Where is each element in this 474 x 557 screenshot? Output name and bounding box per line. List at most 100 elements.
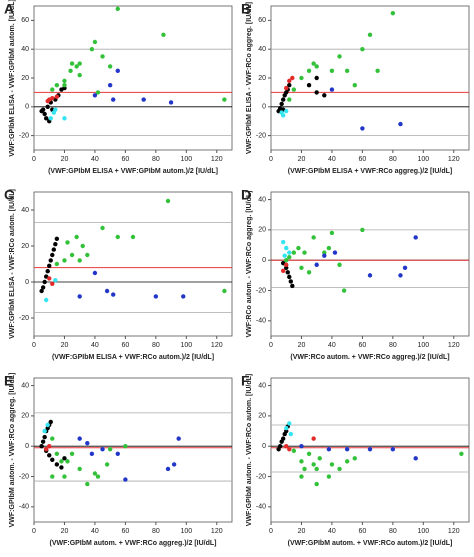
x-tick-label: 0 (32, 342, 36, 349)
point (329, 462, 335, 467)
x-axis-label: (VWF:GPIbM autom. + VWF:RCo autom.)/2 [I… (288, 540, 453, 547)
point (89, 451, 95, 456)
point (50, 252, 55, 258)
point (296, 245, 301, 251)
point (53, 107, 58, 112)
point (92, 471, 98, 476)
point (62, 78, 67, 84)
point (123, 444, 128, 449)
x-axis-label: (VWF:RCo autom. + VWF:RCo aggreg.)/2 [IU… (290, 354, 449, 361)
point (165, 466, 171, 472)
point (280, 268, 286, 274)
x-tick-label: 120 (448, 342, 460, 349)
x-tick-label: 120 (211, 156, 223, 163)
point (92, 270, 98, 276)
point (311, 235, 316, 240)
x-tick-label: 40 (328, 156, 336, 163)
point (59, 465, 64, 470)
y-tick-label: 0 (25, 443, 29, 450)
point (69, 61, 75, 66)
point (402, 265, 408, 270)
point (62, 456, 67, 461)
x-tick-label: 0 (269, 528, 273, 535)
point (181, 294, 186, 299)
x-tick-label: 40 (328, 342, 336, 349)
point (284, 108, 289, 114)
y-axis-label: VWF:GPIbM ELISA - VWF:RCo aggreg. [IU/dL… (246, 2, 253, 154)
point (42, 111, 47, 117)
x-tick-label: 60 (121, 342, 129, 349)
point (39, 444, 44, 449)
y-tick-label: -20 (19, 473, 29, 480)
y-tick-label: 20 (21, 413, 29, 420)
point (59, 459, 64, 464)
point (299, 444, 304, 449)
point (69, 451, 75, 456)
point (341, 288, 347, 293)
y-tick-label: 20 (258, 75, 266, 82)
point (306, 270, 312, 275)
point (322, 253, 327, 258)
x-tick-label: 120 (448, 156, 460, 163)
plot-frame (33, 377, 233, 523)
point (299, 75, 304, 81)
plot-frame (270, 191, 470, 337)
point (287, 97, 292, 102)
point (77, 294, 82, 299)
point (65, 459, 70, 464)
x-tick-label: 60 (121, 528, 129, 535)
point (314, 262, 319, 267)
point (279, 110, 284, 115)
point (47, 453, 52, 458)
panel: C 0 20 40 60 80 100 120 -20 0 20 40 (VWF:GPIbM ELISA… (4, 187, 233, 361)
point (62, 258, 67, 263)
point (111, 292, 116, 297)
point (111, 97, 116, 102)
point (299, 474, 304, 479)
plot-frame (33, 5, 233, 151)
point (302, 250, 307, 255)
panel: F 0 20 40 60 80 100 120 -40 -20 0 20 40 (VWF:GPIbM au… (241, 373, 470, 547)
y-tick-label: 0 (25, 279, 29, 286)
point (314, 481, 319, 487)
point (45, 98, 50, 104)
point (50, 87, 55, 92)
point (287, 421, 292, 426)
x-tick-label: 80 (389, 342, 397, 349)
point (284, 85, 289, 91)
x-tick-label: 100 (417, 342, 429, 349)
point (42, 279, 47, 285)
point (299, 459, 304, 464)
plot-frame (33, 191, 233, 337)
point (68, 68, 73, 74)
x-tick-label: 0 (32, 528, 36, 535)
y-tick-label: 60 (258, 17, 266, 24)
point (107, 447, 113, 452)
x-tick-label: 0 (269, 156, 273, 163)
point (329, 230, 335, 236)
point (45, 269, 50, 274)
point (322, 93, 327, 98)
point (367, 447, 373, 452)
point (43, 447, 49, 452)
point (54, 236, 60, 241)
point (288, 279, 293, 284)
plot-frame (270, 377, 470, 523)
point (89, 47, 95, 52)
point (107, 83, 113, 88)
point (287, 78, 292, 84)
point (337, 466, 342, 472)
x-tick-label: 20 (298, 342, 306, 349)
y-tick-label: 0 (262, 104, 266, 111)
point (360, 227, 365, 233)
panel: D 0 20 40 60 80 100 120 -40 -20 0 20 40 (VWF:RCo auto… (241, 187, 470, 361)
point (284, 428, 289, 434)
point (322, 250, 327, 255)
x-tick-label: 20 (61, 156, 69, 163)
x-axis-label: (VWF:GPIbM ELISA + VWF:RCo aggreg.)/2 [I… (288, 168, 452, 175)
point (54, 94, 60, 99)
point (306, 451, 312, 456)
y-tick-label: 20 (21, 75, 29, 82)
point (69, 252, 75, 258)
y-tick-label: -20 (19, 132, 29, 139)
